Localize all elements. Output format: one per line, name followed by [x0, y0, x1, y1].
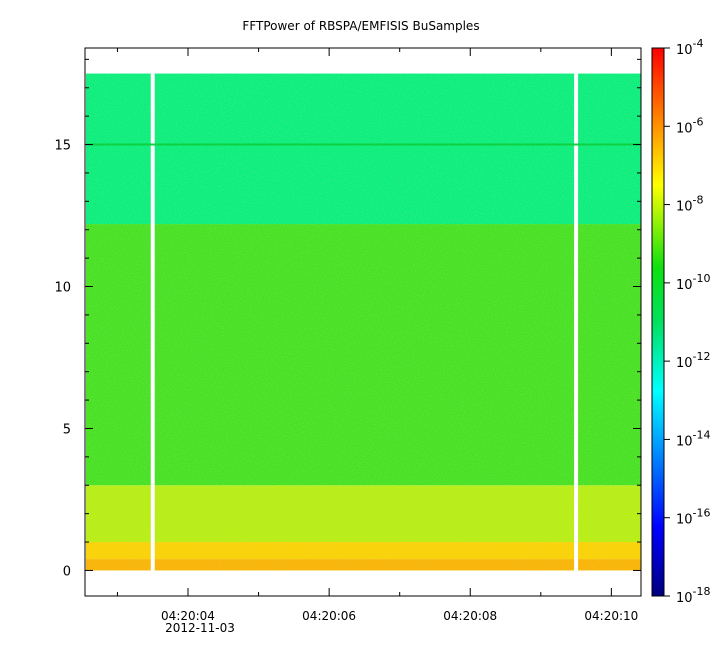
- colorbar-tick-label-6: 10-16: [676, 507, 711, 528]
- chart-title: FFTPower of RBSPA/EMFISIS BuSamples: [242, 19, 479, 33]
- colorbar-tick-label-7: 10-18: [676, 585, 711, 606]
- y-tick-label-5: 5: [63, 422, 71, 437]
- spectrogram-plot-area: [86, 73, 641, 571]
- x-tick-label-0: 04:20:04: [161, 609, 215, 623]
- colorbar: [651, 47, 665, 597]
- data-gap-0: [150, 73, 155, 571]
- x-tick-label-1: 04:20:06: [302, 609, 356, 623]
- y-tick-label-0: 0: [63, 564, 71, 579]
- spectrogram-noise-texture: [86, 73, 641, 571]
- x-tick-label-2: 04:20:08: [443, 609, 497, 623]
- colorbar-tick-label-2: 10-8: [676, 194, 704, 215]
- colorbar-tick-label-5: 10-14: [676, 428, 711, 449]
- x-tick-label-3: 04:20:10: [584, 609, 638, 623]
- x-date-label: 2012-11-03: [165, 621, 235, 635]
- colorbar-tick-label-4: 10-12: [676, 350, 711, 371]
- colorbar-tick-label-0: 10-4: [676, 37, 704, 58]
- plot-frame: [84, 47, 642, 597]
- colorbar-tick-label-3: 10-10: [676, 272, 711, 293]
- y-tick-label-10: 10: [54, 281, 71, 296]
- data-gap-1: [574, 73, 579, 571]
- y-tick-label-15: 15: [54, 139, 71, 154]
- colorbar-tick-label-1: 10-6: [676, 115, 704, 136]
